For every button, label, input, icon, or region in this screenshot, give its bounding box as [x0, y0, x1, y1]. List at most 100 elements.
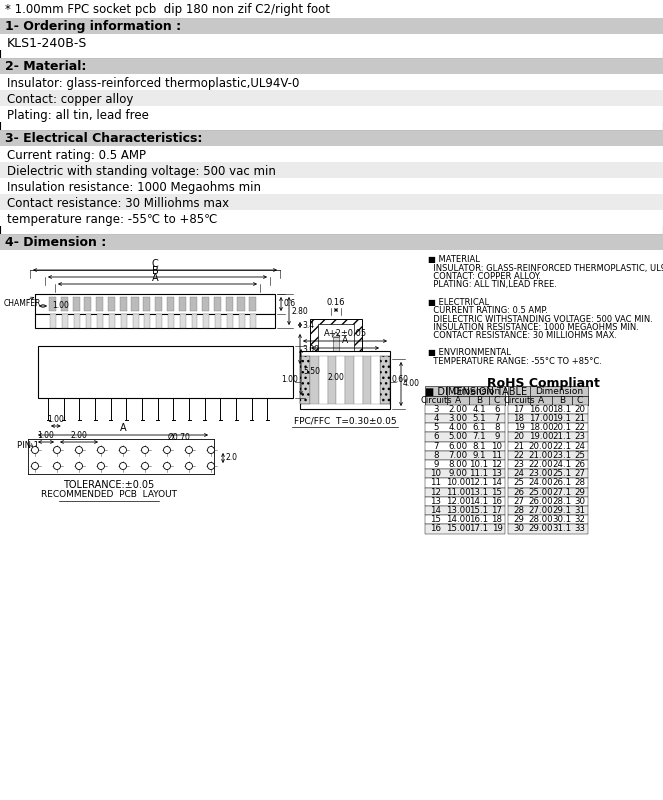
Bar	[508, 497, 588, 506]
Text: 8.1: 8.1	[472, 442, 486, 450]
Text: ■ DIMENSION TABLE: ■ DIMENSION TABLE	[425, 387, 527, 398]
Bar	[354, 356, 363, 404]
Text: ■ ELECTRICAL: ■ ELECTRICAL	[428, 298, 489, 306]
Bar	[0, 106, 663, 122]
Text: 2.00: 2.00	[328, 373, 345, 382]
Text: Ø0.70: Ø0.70	[168, 433, 190, 442]
Text: Insulator: glass-reinforced thermoplastic,UL94V-0: Insulator: glass-reinforced thermoplasti…	[7, 77, 300, 90]
Text: 27: 27	[575, 469, 585, 478]
Text: 21: 21	[514, 442, 524, 450]
Bar	[508, 469, 588, 478]
Text: Circuits: Circuits	[420, 396, 452, 405]
Bar	[425, 469, 505, 478]
Bar	[35, 314, 275, 328]
Text: 24.00: 24.00	[528, 478, 554, 487]
Bar	[0, 146, 663, 162]
Bar	[0, 162, 663, 178]
Text: 20.1: 20.1	[552, 423, 572, 432]
Text: 12.1: 12.1	[469, 478, 489, 487]
Text: 5.1: 5.1	[472, 414, 486, 423]
Text: 11: 11	[491, 450, 503, 460]
Bar	[508, 386, 530, 395]
Bar	[508, 450, 588, 460]
Bar	[0, 58, 663, 74]
Text: 3.4: 3.4	[302, 321, 314, 330]
Text: 23.00: 23.00	[528, 469, 554, 478]
Text: 29.00: 29.00	[529, 525, 553, 534]
Bar	[214, 297, 221, 311]
Bar	[145, 314, 151, 328]
Bar	[0, 74, 663, 90]
Text: ■ ENVIRONMENTAL: ■ ENVIRONMENTAL	[428, 349, 511, 358]
Bar	[300, 351, 390, 409]
Bar	[508, 515, 588, 524]
Bar	[74, 314, 80, 328]
Text: 20: 20	[575, 405, 585, 414]
Text: 30: 30	[514, 525, 524, 534]
Bar	[425, 487, 505, 497]
Bar	[168, 314, 174, 328]
Bar	[131, 297, 139, 311]
Bar	[425, 515, 505, 524]
Bar	[508, 524, 588, 534]
Text: KLS1-240B-S: KLS1-240B-S	[7, 37, 88, 50]
Bar	[508, 395, 588, 405]
Text: ■ MATERIAL: ■ MATERIAL	[428, 255, 480, 264]
Circle shape	[119, 462, 127, 470]
Text: 6.00: 6.00	[448, 442, 467, 450]
Text: 3.00: 3.00	[448, 414, 467, 423]
Text: 26: 26	[575, 460, 585, 469]
Bar	[0, 210, 663, 226]
Text: 19.00: 19.00	[529, 432, 553, 442]
Bar	[204, 314, 210, 328]
Text: C: C	[494, 396, 500, 405]
Bar	[425, 386, 447, 395]
Bar	[190, 297, 198, 311]
Text: 0.60: 0.60	[392, 375, 409, 385]
Text: 23: 23	[514, 460, 524, 469]
Text: 18: 18	[514, 414, 524, 423]
Bar	[180, 314, 186, 328]
Bar	[35, 294, 275, 314]
Text: Plating: all tin, lead free: Plating: all tin, lead free	[7, 109, 149, 122]
Circle shape	[208, 446, 215, 454]
Bar	[143, 297, 151, 311]
Text: 21.1: 21.1	[552, 432, 572, 442]
Text: 29.1: 29.1	[552, 506, 572, 515]
Text: 17: 17	[514, 405, 524, 414]
Text: 28: 28	[575, 478, 585, 487]
Text: 1.00: 1.00	[281, 375, 298, 385]
Text: 8.00: 8.00	[448, 460, 467, 469]
Text: 6: 6	[433, 432, 439, 442]
Text: 26.00: 26.00	[528, 497, 554, 506]
Text: 19: 19	[491, 525, 503, 534]
Bar	[333, 337, 339, 357]
Text: 17.00: 17.00	[528, 414, 554, 423]
Text: 4.00: 4.00	[403, 379, 420, 389]
Text: 27.00: 27.00	[528, 506, 554, 515]
Text: A+2±0.05: A+2±0.05	[324, 329, 367, 338]
Text: 5.50: 5.50	[303, 367, 320, 377]
Bar	[425, 395, 505, 405]
Bar	[363, 356, 371, 404]
Text: 31: 31	[575, 506, 585, 515]
Bar	[109, 314, 115, 328]
Bar	[319, 356, 328, 404]
Text: 14: 14	[430, 506, 442, 515]
Bar	[0, 34, 663, 50]
Text: INSULATION RESISTANCE: 1000 MEGAOHMS MIN.: INSULATION RESISTANCE: 1000 MEGAOHMS MIN…	[428, 323, 639, 332]
Text: 15.1: 15.1	[469, 506, 489, 515]
Text: 2.00: 2.00	[70, 431, 88, 440]
Circle shape	[164, 462, 170, 470]
Bar	[167, 297, 174, 311]
Text: 28.00: 28.00	[528, 515, 554, 524]
Text: 11.1: 11.1	[469, 469, 489, 478]
Text: 6.1: 6.1	[472, 423, 486, 432]
Text: CHAMFER: CHAMFER	[4, 299, 41, 309]
Bar	[318, 324, 354, 359]
Text: 27.1: 27.1	[552, 487, 572, 497]
Bar	[469, 395, 489, 405]
Text: A: A	[120, 423, 127, 433]
Text: 5.00: 5.00	[448, 432, 467, 442]
Text: B: B	[559, 396, 565, 405]
